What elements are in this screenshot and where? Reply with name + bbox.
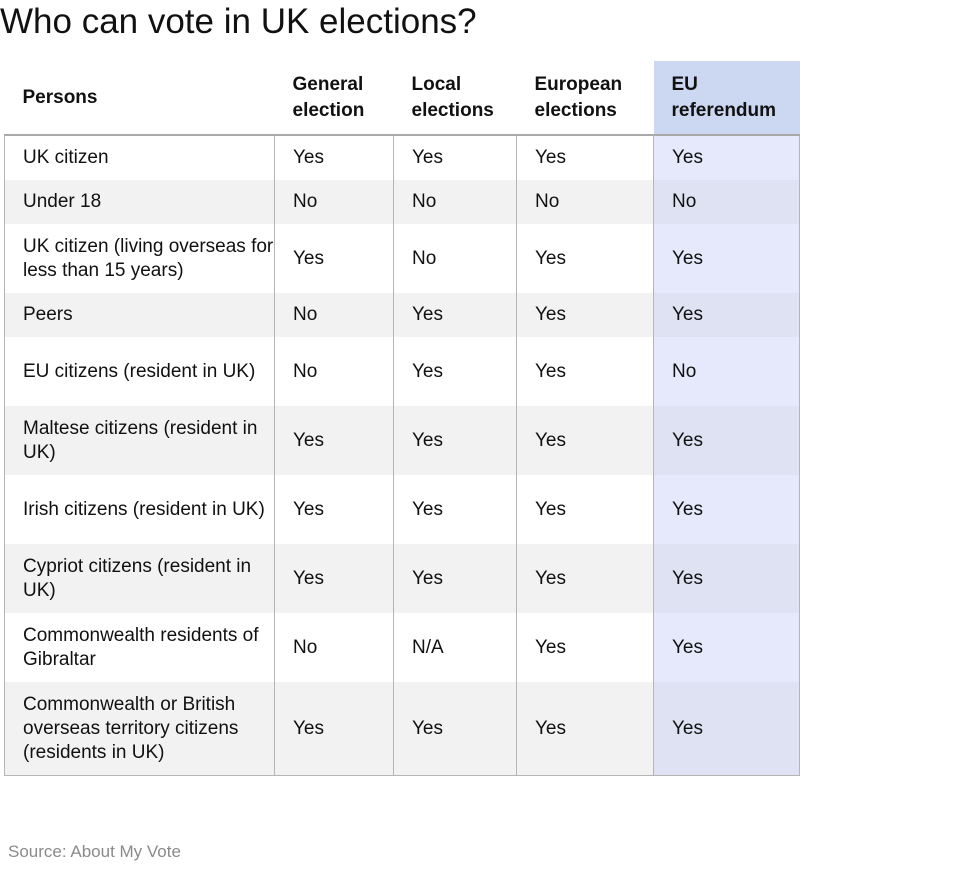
cell-person: Cypriot citizens (resident in UK) — [4, 544, 275, 613]
cell-general-election: No — [274, 180, 394, 224]
voting-eligibility-table: Persons General election Local elections… — [4, 61, 800, 776]
header-persons: Persons — [4, 61, 275, 136]
cell-general-election: No — [274, 293, 394, 337]
header-general-election: General election — [274, 61, 394, 136]
table-row: Commonwealth or British overseas territo… — [4, 682, 800, 776]
cell-local-elections: Yes — [393, 337, 517, 406]
cell-eu-referendum: Yes — [653, 544, 800, 613]
cell-eu-referendum: Yes — [653, 682, 800, 776]
cell-european-elections: Yes — [516, 224, 654, 293]
table-row: Peers No Yes Yes Yes — [4, 293, 800, 337]
cell-eu-referendum: Yes — [653, 475, 800, 544]
header-eu-referendum: EU referendum — [653, 61, 800, 136]
cell-european-elections: Yes — [516, 682, 654, 776]
cell-european-elections: Yes — [516, 613, 654, 682]
table-row: UK citizen Yes Yes Yes Yes — [4, 135, 800, 180]
cell-european-elections: Yes — [516, 293, 654, 337]
cell-local-elections: Yes — [393, 406, 517, 475]
cell-general-election: Yes — [274, 475, 394, 544]
cell-general-election: Yes — [274, 544, 394, 613]
cell-eu-referendum: Yes — [653, 135, 800, 180]
cell-local-elections: Yes — [393, 293, 517, 337]
page-title: Who can vote in UK elections? — [0, 2, 477, 41]
cell-person: UK citizen (living overseas for less tha… — [4, 224, 275, 293]
cell-general-election: Yes — [274, 406, 394, 475]
cell-european-elections: Yes — [516, 337, 654, 406]
cell-person: Commonwealth residents of Gibraltar — [4, 613, 275, 682]
cell-person: Peers — [4, 293, 275, 337]
cell-european-elections: Yes — [516, 544, 654, 613]
cell-general-election: No — [274, 337, 394, 406]
table-row: Maltese citizens (resident in UK) Yes Ye… — [4, 406, 800, 475]
cell-person: Maltese citizens (resident in UK) — [4, 406, 275, 475]
cell-european-elections: Yes — [516, 475, 654, 544]
cell-eu-referendum: Yes — [653, 224, 800, 293]
cell-local-elections: Yes — [393, 475, 517, 544]
cell-general-election: Yes — [274, 224, 394, 293]
table-row: Cypriot citizens (resident in UK) Yes Ye… — [4, 544, 800, 613]
header-local-elections: Local elections — [393, 61, 517, 136]
cell-person: Commonwealth or British overseas territo… — [4, 682, 275, 776]
cell-eu-referendum: No — [653, 180, 800, 224]
cell-eu-referendum: Yes — [653, 613, 800, 682]
cell-general-election: No — [274, 613, 394, 682]
cell-local-elections: Yes — [393, 135, 517, 180]
cell-person: UK citizen — [4, 135, 275, 180]
table-row: Commonwealth residents of Gibraltar No N… — [4, 613, 800, 682]
table-row: EU citizens (resident in UK) No Yes Yes … — [4, 337, 800, 406]
cell-local-elections: Yes — [393, 544, 517, 613]
cell-general-election: Yes — [274, 135, 394, 180]
cell-person: Under 18 — [4, 180, 275, 224]
cell-european-elections: No — [516, 180, 654, 224]
cell-local-elections: No — [393, 224, 517, 293]
cell-eu-referendum: Yes — [653, 406, 800, 475]
cell-european-elections: Yes — [516, 406, 654, 475]
table-row: Irish citizens (resident in UK) Yes Yes … — [4, 475, 800, 544]
cell-eu-referendum: Yes — [653, 293, 800, 337]
cell-local-elections: N/A — [393, 613, 517, 682]
cell-european-elections: Yes — [516, 135, 654, 180]
cell-local-elections: No — [393, 180, 517, 224]
cell-eu-referendum: No — [653, 337, 800, 406]
cell-person: Irish citizens (resident in UK) — [4, 475, 275, 544]
cell-local-elections: Yes — [393, 682, 517, 776]
table-row: Under 18 No No No No — [4, 180, 800, 224]
cell-general-election: Yes — [274, 682, 394, 776]
voting-eligibility-table-container: Persons General election Local elections… — [4, 61, 800, 776]
source-note: Source: About My Vote — [8, 842, 181, 861]
cell-person: EU citizens (resident in UK) — [4, 337, 275, 406]
table-header-row: Persons General election Local elections… — [4, 61, 800, 136]
header-european-elections: European elections — [516, 61, 654, 136]
table-row: UK citizen (living overseas for less tha… — [4, 224, 800, 293]
